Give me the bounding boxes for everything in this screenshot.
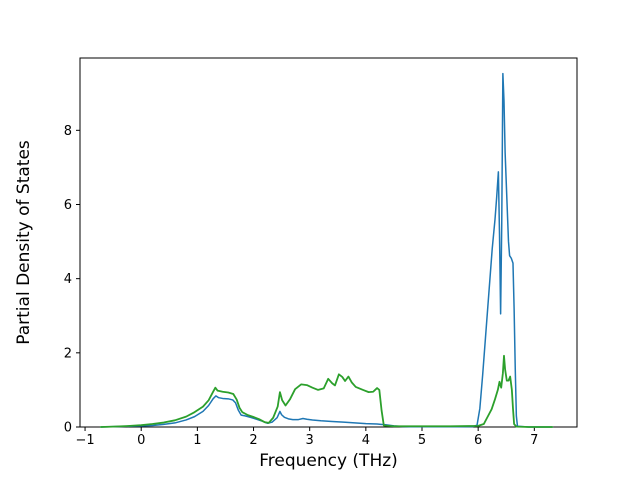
x-tick-label: 3 xyxy=(306,433,314,448)
pdos-series-2-green-line xyxy=(99,354,554,428)
series-lines xyxy=(99,72,554,428)
pdos-series-1-blue-line xyxy=(100,72,554,428)
y-tick-label: 0 xyxy=(64,421,72,436)
x-tick-label: 5 xyxy=(418,433,426,448)
y-tick-label: 4 xyxy=(64,272,72,287)
x-tick-label: 6 xyxy=(474,433,482,448)
y-tick-label: 8 xyxy=(64,124,72,139)
y-tick-label: 6 xyxy=(64,198,72,213)
x-tick-label: 0 xyxy=(137,433,145,448)
x-tick-label: 2 xyxy=(249,433,257,448)
y-axis-ticks: 0 2 4 6 8 xyxy=(64,124,80,436)
x-tick-label: 4 xyxy=(362,433,370,448)
x-tick-label: −1 xyxy=(75,433,94,448)
x-axis-label: Frequency (THz) xyxy=(259,451,398,471)
y-axis-label: Partial Density of States xyxy=(14,140,34,345)
x-axis-ticks: −1 0 1 2 3 4 5 6 7 xyxy=(75,427,538,448)
plot-frame xyxy=(79,57,578,428)
x-tick-label: 1 xyxy=(193,433,201,448)
y-tick-label: 2 xyxy=(64,346,72,361)
x-tick-label: 7 xyxy=(530,433,538,448)
